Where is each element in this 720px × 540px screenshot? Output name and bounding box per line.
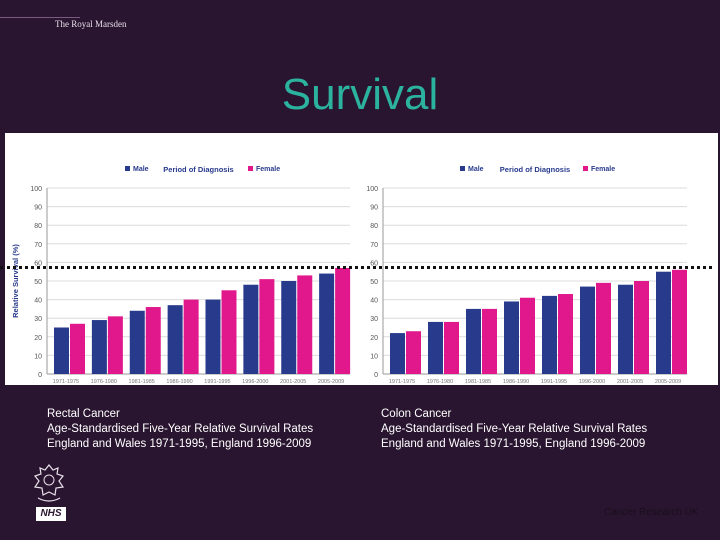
- y-tick-label: 40: [370, 298, 378, 305]
- bar: [466, 308, 481, 374]
- header-rule: [0, 17, 80, 18]
- x-tick-label: 1996-2000: [242, 379, 268, 385]
- legend-label: Male: [468, 166, 484, 173]
- charts-panel: 0 10 20 30 40 50 60 70 80 90 100 Male Female Period o…: [5, 133, 718, 385]
- y-tick-label: 50: [34, 279, 42, 286]
- dotted-reference-line: [0, 266, 712, 269]
- bar: [319, 273, 335, 374]
- caption-title: Colon Cancer: [381, 408, 452, 420]
- y-tick-label: 10: [370, 353, 378, 360]
- y-tick-label: 70: [34, 242, 42, 249]
- x-tick-label: 1981-1985: [465, 379, 491, 385]
- y-tick-label: 70: [370, 242, 378, 249]
- x-tick-label: 1976-1980: [427, 379, 453, 385]
- bar: [107, 316, 123, 374]
- bar: [129, 310, 145, 374]
- bar: [580, 286, 595, 374]
- bar: [335, 267, 351, 374]
- brand-name: The Royal Marsden: [55, 19, 127, 29]
- y-tick-label: 100: [366, 186, 378, 193]
- bar: [406, 331, 421, 374]
- y-tick-label: 60: [370, 260, 378, 267]
- x-tick-label: 2005-2009: [318, 379, 344, 385]
- caption-line: Age-Standardised Five-Year Relative Surv…: [47, 423, 314, 435]
- y-tick-label: 0: [38, 372, 42, 379]
- y-tick-label: 80: [34, 223, 42, 230]
- caption-line: Age-Standardised Five-Year Relative Surv…: [381, 423, 648, 435]
- x-axis-title: Period of Diagnosis: [163, 165, 233, 174]
- x-tick-label: 2001-2005: [617, 379, 643, 385]
- x-tick-label: 1986-1990: [503, 379, 529, 385]
- y-tick-label: 60: [34, 260, 42, 267]
- bar: [672, 269, 687, 374]
- y-tick-label: 20: [370, 335, 378, 342]
- bar: [205, 299, 221, 374]
- x-axis-title: Period of Diagnosis: [500, 165, 570, 174]
- caption-line: England and Wales 1971-1995, England 199…: [381, 438, 646, 450]
- x-tick-label: 1991-1995: [541, 379, 567, 385]
- legend-swatch: [248, 166, 253, 171]
- nhs-logo: NHS: [36, 507, 66, 521]
- y-tick-label: 100: [30, 186, 42, 193]
- bar: [297, 275, 313, 374]
- bar: [390, 333, 405, 374]
- y-tick-label: 90: [370, 205, 378, 212]
- bar: [70, 323, 85, 374]
- y-tick-label: 80: [370, 223, 378, 230]
- x-tick-label: 1991-1995: [204, 379, 230, 385]
- crest-logo-icon: [33, 464, 65, 502]
- bar: [482, 308, 497, 374]
- slide-title: Survival: [281, 70, 439, 119]
- bar: [504, 301, 519, 374]
- bar: [656, 271, 671, 374]
- y-tick-label: 30: [370, 316, 378, 323]
- caption-colon: Colon Cancer Age-Standardised Five-Year …: [381, 407, 647, 452]
- caption-title: Rectal Cancer: [47, 408, 120, 420]
- bar: [428, 321, 443, 374]
- bar: [520, 297, 535, 374]
- legend-swatch: [460, 166, 465, 171]
- bar: [183, 299, 199, 374]
- y-tick-label: 40: [34, 298, 42, 305]
- y-axis-title: Relative Survival (%): [11, 244, 20, 318]
- bar: [167, 305, 183, 374]
- source-credit: Cancer Research UK: [604, 507, 699, 518]
- bar: [91, 320, 107, 374]
- bar: [558, 294, 573, 374]
- legend-swatch: [583, 166, 588, 171]
- y-tick-label: 10: [34, 353, 42, 360]
- legend-label: Female: [591, 166, 615, 173]
- x-tick-label: 1981-1985: [129, 379, 155, 385]
- y-tick-label: 0: [374, 372, 378, 379]
- legend-label: Male: [133, 166, 149, 173]
- bar: [281, 281, 297, 374]
- bar: [145, 307, 161, 374]
- y-tick-label: 30: [34, 316, 42, 323]
- x-tick-label: 1971-1975: [53, 379, 79, 385]
- bar: [618, 284, 633, 374]
- caption-rectal: Rectal Cancer Age-Standardised Five-Year…: [47, 407, 313, 452]
- bar: [259, 279, 275, 374]
- legend-label: Female: [256, 166, 280, 173]
- bar: [444, 321, 459, 374]
- x-tick-label: 2001-2005: [280, 379, 306, 385]
- y-tick-label: 20: [34, 335, 42, 342]
- x-tick-label: 1976-1980: [91, 379, 117, 385]
- legend-swatch: [125, 166, 130, 171]
- bar: [596, 282, 611, 374]
- y-tick-label: 90: [34, 205, 42, 212]
- bar: [243, 284, 259, 374]
- y-tick-label: 50: [370, 279, 378, 286]
- bar: [634, 281, 649, 374]
- bar: [54, 327, 69, 374]
- x-tick-label: 1996-2000: [579, 379, 605, 385]
- x-tick-label: 1986-1990: [166, 379, 192, 385]
- caption-line: England and Wales 1971-1995, England 199…: [47, 438, 312, 450]
- x-tick-label: 2005-2009: [655, 379, 681, 385]
- bar: [221, 290, 237, 374]
- x-tick-label: 1971-1975: [389, 379, 415, 385]
- bar: [542, 295, 557, 374]
